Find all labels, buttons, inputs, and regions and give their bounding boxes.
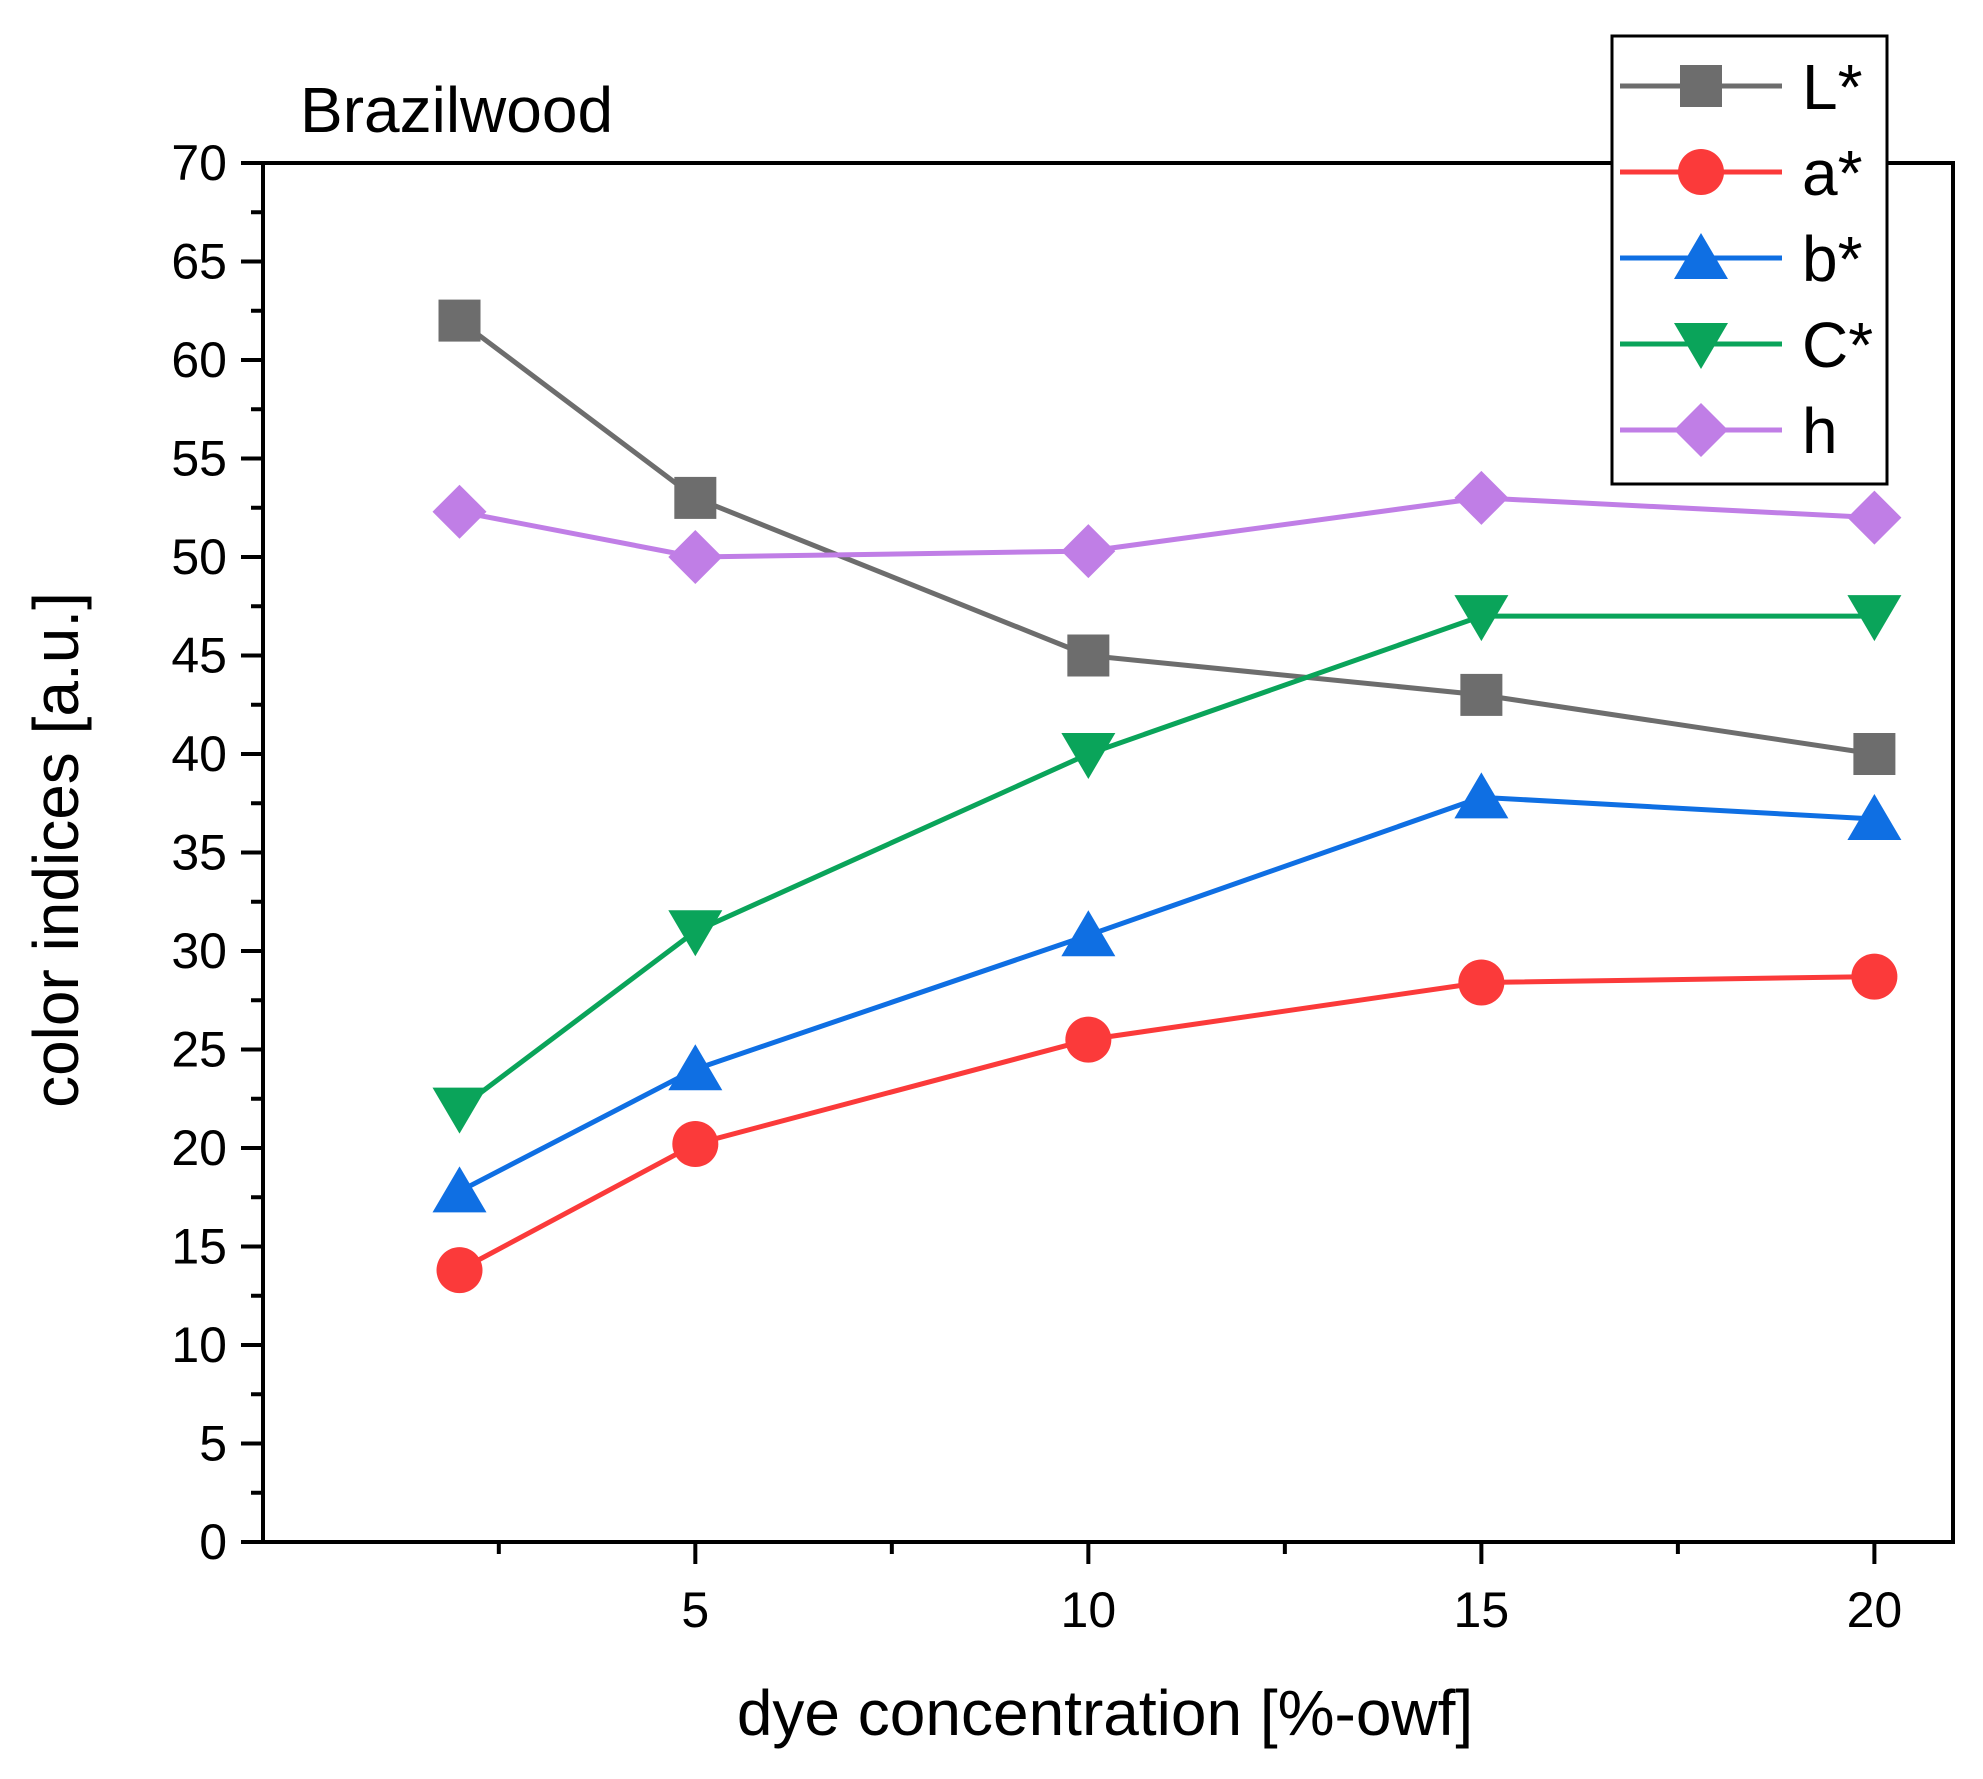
data-point [668,910,723,957]
y-tick-label: 65 [171,234,227,290]
y-axis-title: color indices [a.u.] [20,592,92,1108]
y-tick-label: 0 [199,1514,227,1570]
series-b* [432,772,1902,1213]
y-tick-label: 50 [171,529,227,585]
data-point [1847,595,1902,642]
legend: L* a* b* C* h [1610,34,1889,486]
data-point [1847,490,1902,545]
series-C* [432,595,1902,1134]
legend-label: h [1802,395,1838,467]
data-point [1458,959,1505,1006]
legend-item: C* [1620,309,1873,381]
y-tick-label: 40 [171,726,227,782]
x-tick-label: 10 [1061,1582,1117,1638]
data-point [432,1087,487,1134]
legend-item: b* [1620,223,1863,295]
y-tick-label: 70 [171,135,227,191]
data-point [1851,953,1898,1000]
data-point [1454,470,1509,525]
data-point [1067,634,1110,677]
legend-marker [1674,323,1728,369]
legend-label: C* [1802,309,1873,381]
y-tick-label: 5 [199,1416,227,1472]
data-point [432,484,487,539]
legend-marker [1674,403,1728,457]
legend-marker [1674,233,1728,279]
data-point [438,299,481,342]
series-L* [438,299,1896,775]
data-point [1853,733,1896,775]
legend-marker [1678,149,1724,195]
y-tick-label: 60 [171,332,227,388]
legend-item: h [1620,395,1838,467]
legend-item: a* [1620,137,1863,209]
series-line [458,613,1875,1111]
data-point [668,1044,723,1091]
y-tick-label: 45 [171,628,227,684]
y-tick-label: 20 [171,1120,227,1176]
series-layer [432,299,1902,1294]
series-a* [436,953,1898,1294]
legend-marker [1680,65,1722,107]
y-tick-label: 55 [171,431,227,487]
data-point [1460,673,1503,716]
data-point [436,1247,483,1294]
x-axis-title: dye concentration [%-owf] [737,1677,1473,1749]
data-point [1847,794,1902,841]
y-tick-label: 15 [171,1219,227,1275]
series-line [458,794,1875,1194]
legend-label: b* [1802,223,1863,295]
data-point [668,530,723,584]
chart-title: Brazilwood [300,74,613,146]
data-point [1061,733,1116,779]
y-tick-label: 30 [171,923,227,979]
x-tick-label: 15 [1454,1582,1510,1638]
data-point [672,1121,719,1168]
axis-ticks: 0 5 10 15 20 25 30 35 40 45 50 55 60 65 70 5 10 15 20 [171,135,1902,1638]
data-point [1454,772,1509,819]
data-point [674,476,717,519]
y-tick-label: 35 [171,825,227,881]
data-point [1061,910,1116,957]
legend-label: a* [1802,137,1863,209]
data-point [432,1166,487,1213]
series-line [458,974,1875,1273]
y-tick-label: 25 [171,1022,227,1078]
legend-label: L* [1802,51,1863,123]
y-tick-label: 10 [171,1317,227,1373]
data-point [1454,595,1509,642]
data-point [1061,524,1116,579]
series-line [459,495,1875,560]
plot-frame [261,161,1955,1544]
x-tick-label: 20 [1847,1582,1903,1638]
data-point [1065,1016,1112,1063]
x-tick-label: 5 [681,1582,709,1638]
legend-item: L* [1620,51,1863,123]
series-h [432,470,1902,584]
